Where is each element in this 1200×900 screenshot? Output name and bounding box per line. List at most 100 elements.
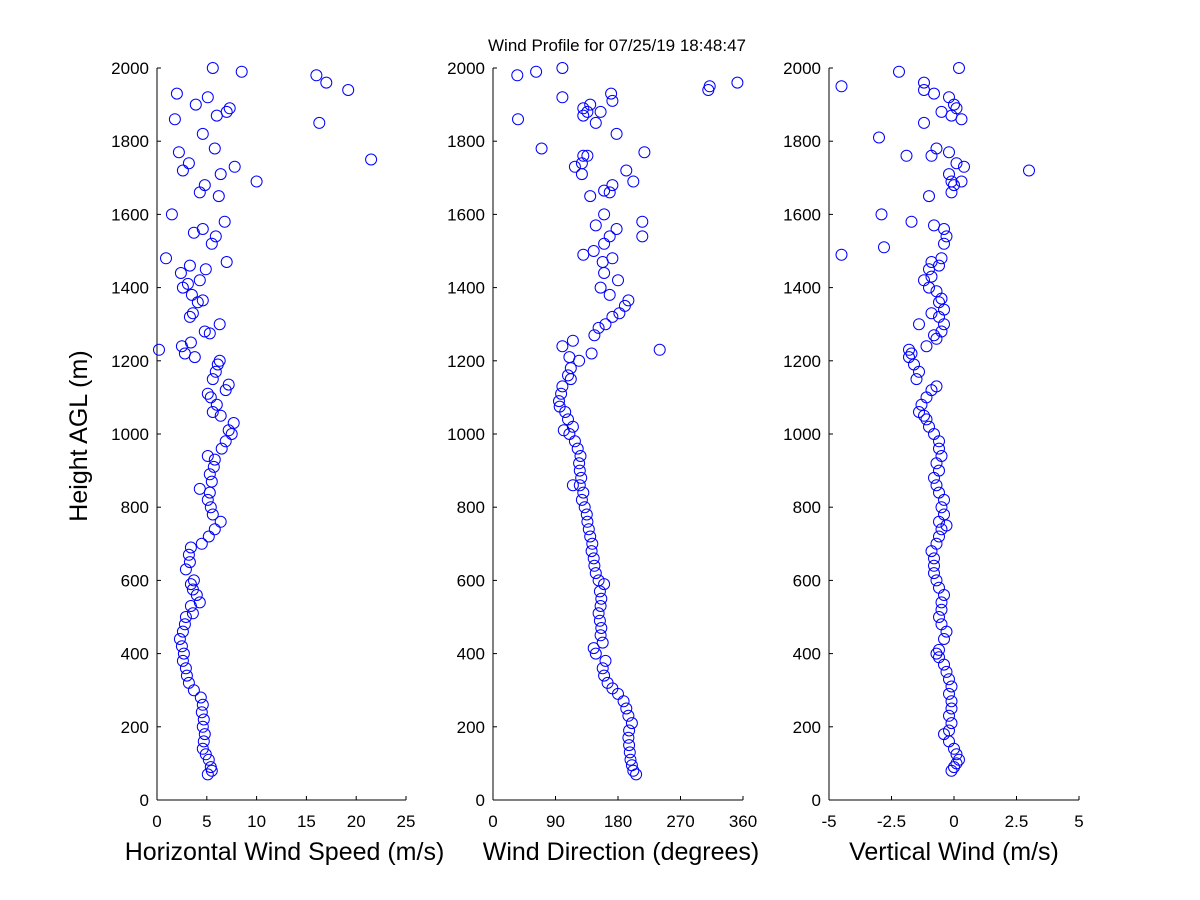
data-point: [598, 208, 611, 221]
data-point: [195, 537, 208, 550]
data-point: [584, 98, 597, 111]
data-point: [198, 325, 211, 338]
x-tick-label: 20: [347, 812, 366, 831]
data-point: [592, 607, 605, 620]
data-point: [940, 519, 953, 532]
data-point: [593, 614, 606, 627]
data-point: [623, 746, 636, 759]
y-axis-label: Height AGL (m): [65, 350, 93, 521]
data-point: [903, 351, 915, 364]
data-point: [235, 65, 248, 78]
data-point: [201, 387, 214, 400]
data-point: [165, 208, 178, 221]
data-point: [935, 292, 948, 305]
data-point: [573, 464, 586, 477]
y-tick-label: 0: [812, 791, 821, 810]
data-point: [913, 365, 925, 378]
data-point: [225, 428, 238, 440]
data-point: [900, 149, 913, 162]
data-point: [204, 761, 217, 774]
data-point: [940, 230, 953, 243]
x-tick-label: 5: [1074, 812, 1083, 831]
data-point: [575, 471, 588, 484]
data-point: [935, 501, 948, 514]
data-point: [835, 248, 848, 261]
data-point: [943, 709, 955, 722]
data-point: [920, 413, 933, 426]
data-point: [925, 545, 938, 558]
data-point: [958, 160, 970, 173]
data-point: [186, 307, 199, 320]
data-point: [212, 190, 225, 203]
data-point: [943, 673, 955, 686]
data-point: [207, 460, 220, 473]
data-point: [208, 142, 221, 155]
data-point: [580, 508, 593, 521]
data-point: [568, 435, 581, 448]
data-point: [603, 230, 616, 243]
data-point: [910, 373, 923, 386]
data-point: [313, 116, 326, 129]
data-point: [938, 633, 950, 645]
data-point: [622, 294, 635, 307]
data-point: [220, 256, 233, 268]
data-point: [903, 343, 915, 356]
data-point: [923, 263, 935, 276]
data-point: [214, 515, 227, 528]
data-point: [920, 391, 933, 404]
data-point: [584, 530, 597, 543]
data-point: [581, 149, 594, 162]
data-point: [182, 548, 195, 561]
data-point: [222, 378, 235, 391]
data-point: [555, 387, 568, 400]
data-point: [938, 223, 950, 235]
panel-2: 0 200 400 600 800 1000 1200 1400 1600 1800 2000 0 90…: [447, 59, 759, 866]
y-tick-label: 400: [121, 645, 149, 664]
data-point: [187, 574, 200, 587]
data-point: [184, 578, 197, 591]
data-point: [928, 567, 940, 580]
data-point: [215, 442, 228, 455]
data-point: [933, 530, 945, 543]
data-point: [184, 541, 197, 554]
data-point: [568, 160, 581, 173]
data-point: [613, 307, 626, 320]
y-tick-label: 1200: [111, 352, 149, 371]
data-point: [606, 94, 619, 107]
data-point: [930, 142, 943, 155]
data-point: [180, 669, 193, 682]
data-point: [578, 501, 591, 514]
data-point: [653, 343, 666, 356]
data-point: [195, 706, 208, 719]
data-point: [923, 420, 935, 433]
data-point: [935, 105, 948, 118]
data-point: [620, 164, 633, 177]
data-point: [948, 179, 960, 192]
data-point: [553, 400, 566, 413]
data-point: [153, 343, 165, 356]
data-point: [187, 684, 200, 697]
data-point: [210, 398, 223, 411]
data-point: [930, 457, 943, 470]
data-point: [933, 296, 945, 309]
data-point: [214, 168, 227, 181]
y-tick-label: 200: [457, 718, 485, 737]
data-point: [530, 65, 543, 78]
data-point: [198, 179, 211, 192]
y-tick-label: 2000: [111, 59, 149, 78]
data-point: [598, 237, 611, 250]
data-point: [214, 409, 227, 422]
data-point: [594, 105, 607, 118]
data-point: [182, 157, 195, 170]
data-point: [636, 230, 649, 243]
data-point: [196, 698, 209, 711]
data-point: [564, 373, 577, 386]
data-point: [938, 589, 950, 601]
data-point: [160, 252, 172, 265]
data-point: [920, 340, 933, 353]
data-point: [206, 406, 219, 418]
data-point: [594, 600, 607, 612]
data-point: [925, 270, 938, 283]
data-point: [227, 417, 240, 429]
data-point: [636, 215, 649, 228]
